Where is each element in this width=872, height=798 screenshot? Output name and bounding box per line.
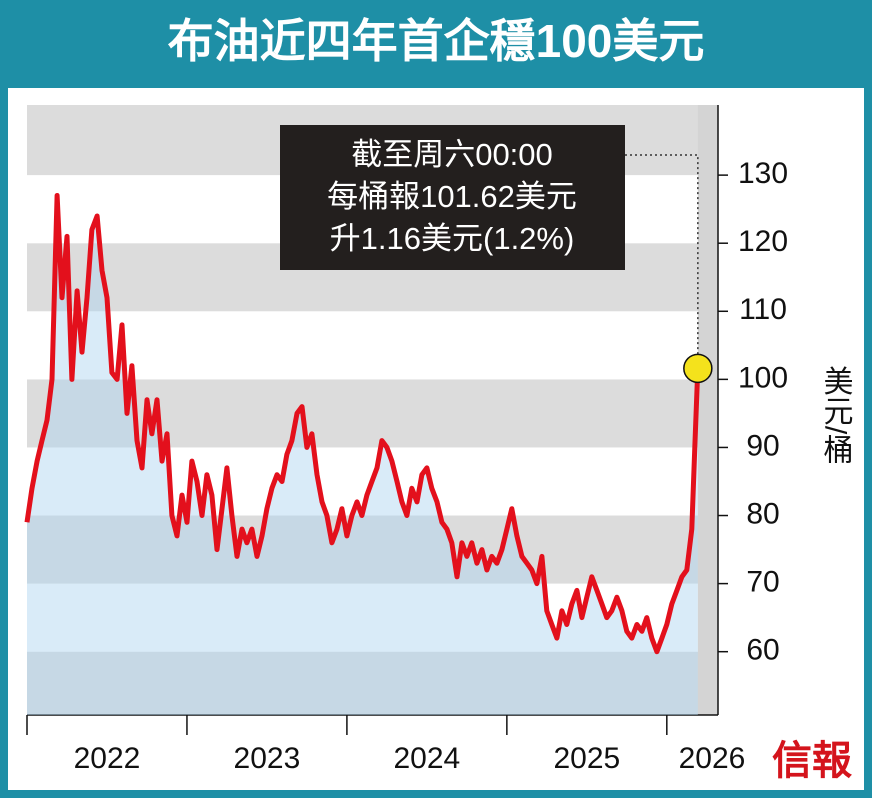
annotation-text: 截至周六00:00 (351, 137, 553, 172)
grid-band (27, 583, 718, 652)
y-tick-label: 130 (738, 157, 788, 190)
y-tick-label: 60 (746, 634, 779, 667)
grid-band (27, 651, 718, 715)
connector (625, 154, 699, 355)
future-strip (697, 105, 718, 715)
annotation-text: 升1.16美元(1.2%) (330, 221, 575, 256)
y-tick-label: 70 (746, 566, 779, 599)
x-tick-label: 2022 (74, 742, 141, 775)
x-tick-label: 2026 (679, 742, 746, 775)
area (27, 195, 698, 715)
chart-title: 布油近四年首企穩100美元 (168, 15, 705, 67)
plot: 60 70 80 90 100 110 120 130 2022 2023 2024 2025 2026… (24, 105, 788, 775)
annotation-text: 每桶報101.62美元 (327, 179, 577, 214)
y-tick-label: 110 (739, 293, 787, 326)
x-tick-label: 2023 (234, 742, 301, 775)
price-line (24, 193, 701, 655)
annotation-box (280, 125, 625, 270)
x-tick-label: 2025 (553, 742, 620, 775)
grid-band (27, 311, 718, 380)
y-axis-label: 美元/桶 (819, 366, 854, 465)
y-tick-label: 120 (738, 225, 788, 258)
y-tick-label: 80 (746, 497, 779, 530)
grid-band (27, 515, 718, 584)
last-point (683, 353, 713, 384)
source-logo: 信報 (772, 738, 852, 783)
y-tick-label: 90 (746, 429, 779, 462)
y-tick-label: 100 (738, 361, 788, 394)
x-tick-label: 2024 (394, 742, 461, 775)
